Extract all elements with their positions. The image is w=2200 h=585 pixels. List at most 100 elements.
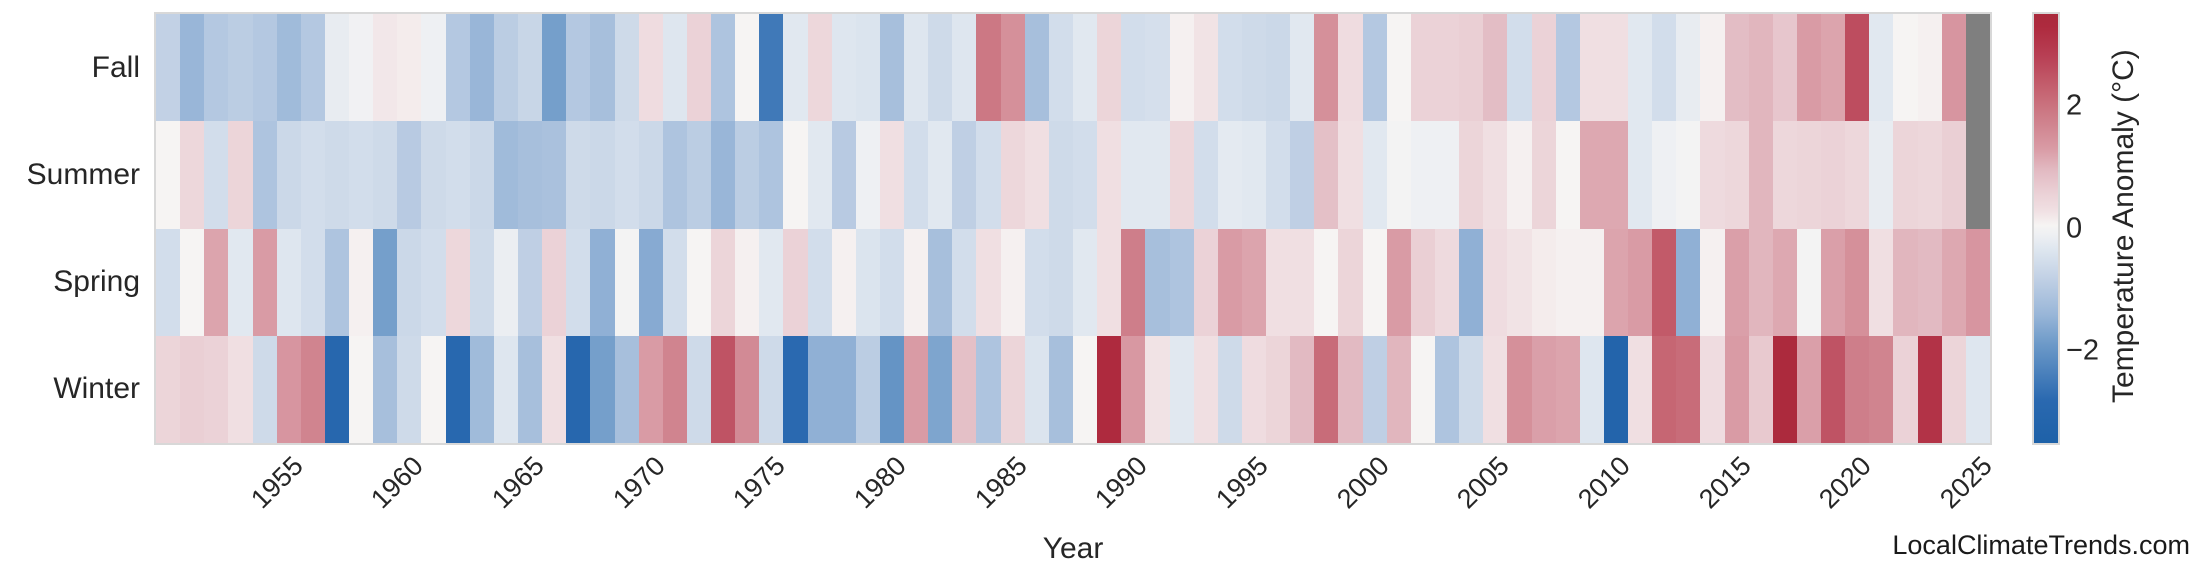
heatmap-cell xyxy=(301,336,325,443)
heatmap-cell xyxy=(1218,229,1242,336)
heatmap-cell xyxy=(1170,121,1194,229)
heatmap-cell xyxy=(759,14,783,121)
heatmap-cell xyxy=(759,121,783,229)
heatmap-cell xyxy=(1966,121,1990,229)
heatmap-cell xyxy=(1725,121,1749,229)
heatmap-cell xyxy=(1218,336,1242,443)
heatmap-cell xyxy=(1435,229,1459,336)
heatmap-cell xyxy=(1314,14,1338,121)
x-tick-label: 1975 xyxy=(727,450,792,515)
heatmap-cell xyxy=(1700,229,1725,336)
heatmap-cell xyxy=(1459,229,1483,336)
heatmap-cell xyxy=(1338,336,1363,443)
heatmap-cell xyxy=(470,14,494,121)
heatmap-cell xyxy=(542,229,566,336)
heatmap-cell xyxy=(373,121,397,229)
heatmap-cell xyxy=(1290,336,1314,443)
heatmap-cell xyxy=(880,336,904,443)
heatmap-cell xyxy=(904,14,928,121)
heatmap-cell xyxy=(687,229,711,336)
heatmap-cell xyxy=(1604,229,1628,336)
heatmap-cell xyxy=(397,121,421,229)
x-tick-label: 1990 xyxy=(1089,450,1154,515)
heatmap-cell xyxy=(976,14,1001,121)
heatmap-cell xyxy=(253,121,277,229)
heatmap-cell xyxy=(325,336,349,443)
heatmap-cell xyxy=(1797,14,1821,121)
heatmap-cell xyxy=(180,14,204,121)
heatmap-cell xyxy=(1242,336,1266,443)
heatmap-cell xyxy=(421,229,446,336)
heatmap-cell xyxy=(1049,14,1073,121)
heatmap-cell xyxy=(711,336,735,443)
heatmap-cell xyxy=(904,121,928,229)
heatmap-cell xyxy=(1266,229,1290,336)
heatmap-cell xyxy=(1725,229,1749,336)
heatmap-cell xyxy=(976,121,1001,229)
heatmap-cell xyxy=(1314,121,1338,229)
heatmap-cell xyxy=(1025,14,1049,121)
heatmap-cell xyxy=(1749,121,1773,229)
heatmap-cell xyxy=(663,121,687,229)
heatmap-cell xyxy=(1700,121,1725,229)
row-label-summer: Summer xyxy=(26,158,140,191)
heatmap-cell xyxy=(1459,121,1483,229)
heatmap-cell xyxy=(1725,14,1749,121)
heatmap-cell xyxy=(735,121,759,229)
heatmap-cell xyxy=(204,14,228,121)
heatmap-cell xyxy=(1411,121,1435,229)
heatmap-cell xyxy=(325,121,349,229)
x-tick-label: 1980 xyxy=(848,450,912,515)
heatmap-cell xyxy=(1869,14,1893,121)
heatmap-cell xyxy=(1821,336,1845,443)
heatmap-cell xyxy=(156,121,180,229)
heatmap-cell xyxy=(1652,229,1676,336)
heatmap-cell xyxy=(228,229,253,336)
heatmap-cell xyxy=(446,336,470,443)
heatmap-cell xyxy=(494,229,518,336)
colorbar-gradient xyxy=(2032,12,2060,445)
heatmap-cell xyxy=(1242,121,1266,229)
heatmap-cell xyxy=(1845,336,1869,443)
heatmap-cell xyxy=(1676,121,1700,229)
heatmap-cell xyxy=(228,121,253,229)
heatmap-cell xyxy=(1266,336,1290,443)
heatmap-cell xyxy=(1773,121,1797,229)
heatmap-cell xyxy=(1049,336,1073,443)
heatmap-cell xyxy=(590,336,615,443)
heatmap-cell xyxy=(1918,14,1942,121)
heatmap-cell xyxy=(1194,229,1218,336)
heatmap-cell xyxy=(1459,336,1483,443)
heatmap-cell xyxy=(615,229,639,336)
x-tick-label: 1970 xyxy=(606,450,671,515)
heatmap-cell xyxy=(349,14,373,121)
heatmap-cell xyxy=(494,121,518,229)
heatmap-cell xyxy=(1893,229,1918,336)
heatmap-cell xyxy=(1266,14,1290,121)
heatmap-cell xyxy=(1556,121,1580,229)
heatmap-cell xyxy=(301,14,325,121)
heatmap-cell xyxy=(1918,121,1942,229)
heatmap-cell xyxy=(687,121,711,229)
heatmap-cell xyxy=(615,121,639,229)
heatmap-cell xyxy=(880,14,904,121)
heatmap-cell xyxy=(1338,14,1363,121)
heatmap-cell xyxy=(1073,121,1097,229)
heatmap-cell xyxy=(277,229,301,336)
x-tick-label: 2000 xyxy=(1330,450,1395,515)
heatmap-cell xyxy=(1580,336,1604,443)
heatmap-cell xyxy=(1338,121,1363,229)
heatmap-cell xyxy=(1073,229,1097,336)
heatmap-cell xyxy=(1821,121,1845,229)
heatmap-cell xyxy=(518,14,542,121)
heatmap-cell xyxy=(952,121,976,229)
x-tick-label: 1965 xyxy=(486,450,550,515)
heatmap-cell xyxy=(1556,336,1580,443)
heatmap-cell xyxy=(1387,121,1411,229)
heatmap-cell xyxy=(1604,121,1628,229)
heatmap-cell xyxy=(349,336,373,443)
colorbar-title: Temperature Anomaly (°C) xyxy=(2107,49,2140,404)
heatmap-cell xyxy=(856,336,880,443)
heatmap-cell xyxy=(470,121,494,229)
heatmap-cell xyxy=(1097,121,1121,229)
